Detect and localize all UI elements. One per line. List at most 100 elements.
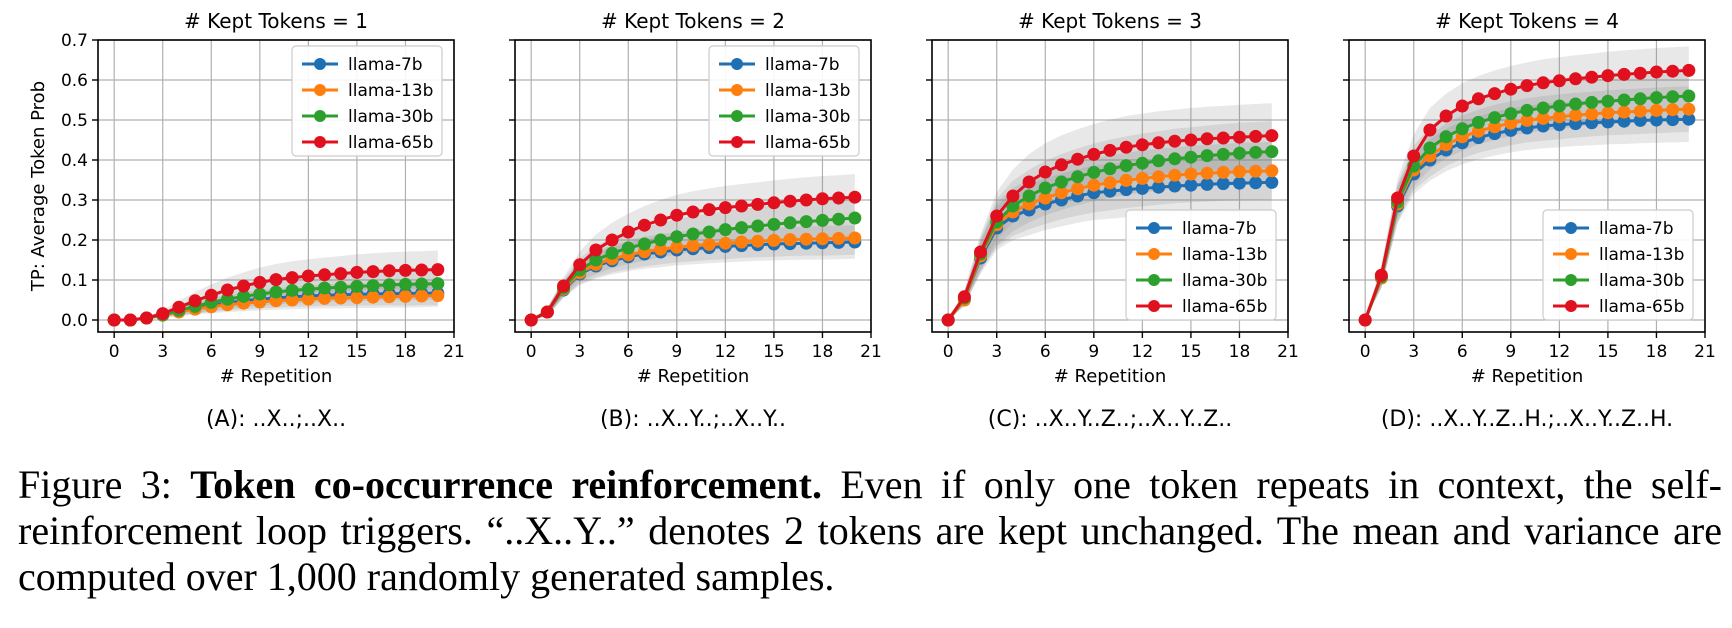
data-point-llama-13b bbox=[1249, 164, 1263, 178]
chart-panel-1: 0 3 6 9 12 15 18 21 0.0 0.1 0.2 0.3 0.4 0.5 0.6 0.7 # Ke… bbox=[28, 9, 465, 432]
chart-title: # Kept Tokens = 3 bbox=[1018, 9, 1202, 33]
data-point-llama-30b bbox=[702, 225, 716, 239]
data-point-llama-65b bbox=[654, 213, 668, 227]
data-point-llama-30b bbox=[1488, 111, 1502, 125]
data-point-llama-13b bbox=[1103, 176, 1117, 190]
data-point-llama-65b bbox=[1471, 92, 1485, 106]
data-point-llama-65b bbox=[237, 279, 251, 293]
x-axis-label: # Repetition bbox=[637, 366, 750, 387]
data-point-llama-30b bbox=[1471, 115, 1485, 129]
x-tick-label: 9 bbox=[254, 342, 265, 362]
x-tick-label: 9 bbox=[1505, 342, 1516, 362]
data-point-llama-30b bbox=[832, 212, 846, 226]
data-point-llama-13b bbox=[1152, 170, 1166, 184]
x-tick-label: 21 bbox=[1694, 342, 1716, 362]
legend-marker-llama-7b bbox=[1148, 222, 1160, 234]
data-point-llama-13b bbox=[686, 239, 700, 253]
data-point-llama-30b bbox=[1649, 91, 1663, 105]
data-point-llama-30b bbox=[718, 223, 732, 237]
data-point-llama-13b bbox=[366, 290, 380, 304]
x-tick-label: 21 bbox=[443, 342, 465, 362]
legend-box bbox=[291, 45, 443, 157]
data-point-llama-65b bbox=[941, 313, 955, 327]
legend-marker-llama-65b bbox=[314, 136, 326, 148]
data-point-llama-65b bbox=[140, 311, 154, 325]
data-point-llama-65b bbox=[751, 197, 765, 211]
data-point-llama-30b bbox=[1536, 101, 1550, 115]
data-point-llama-65b bbox=[1054, 158, 1068, 172]
data-point-llama-30b bbox=[301, 282, 315, 296]
data-point-llama-65b bbox=[334, 267, 348, 281]
data-point-llama-30b bbox=[1216, 147, 1230, 161]
data-point-llama-30b bbox=[783, 216, 797, 230]
data-point-llama-13b bbox=[1054, 186, 1068, 200]
legend-marker-llama-13b bbox=[1565, 248, 1577, 260]
data-point-llama-65b bbox=[589, 243, 603, 257]
data-point-llama-13b bbox=[1216, 165, 1230, 179]
legend-box bbox=[708, 45, 860, 157]
data-point-llama-30b bbox=[848, 211, 862, 225]
legend-marker-llama-65b bbox=[731, 136, 743, 148]
data-point-llama-65b bbox=[974, 245, 988, 259]
data-point-llama-30b bbox=[253, 287, 267, 301]
data-point-llama-65b bbox=[832, 191, 846, 205]
legend: llama-7b llama-13b llama-30b llama-65b bbox=[1542, 209, 1694, 321]
data-point-llama-13b bbox=[735, 235, 749, 249]
data-point-llama-65b bbox=[1038, 165, 1052, 179]
x-tick-label: 21 bbox=[860, 342, 882, 362]
axes-frame bbox=[931, 39, 1289, 333]
data-point-llama-13b bbox=[1552, 110, 1566, 124]
data-point-llama-30b bbox=[735, 221, 749, 235]
legend: llama-7b llama-13b llama-30b llama-65b bbox=[708, 45, 860, 157]
data-point-llama-30b bbox=[1168, 152, 1182, 166]
data-point-llama-65b bbox=[1439, 109, 1453, 123]
data-point-llama-65b bbox=[1022, 175, 1036, 189]
data-point-llama-13b bbox=[832, 231, 846, 245]
data-point-llama-65b bbox=[1682, 63, 1696, 77]
data-point-llama-13b bbox=[751, 234, 765, 248]
data-point-llama-30b bbox=[1087, 165, 1101, 179]
x-tick-label: 3 bbox=[574, 342, 585, 362]
axes-frame bbox=[514, 39, 872, 333]
data-point-llama-65b bbox=[670, 208, 684, 222]
data-point-llama-65b bbox=[156, 307, 170, 321]
data-point-llama-13b bbox=[1119, 173, 1133, 187]
legend-label-llama-7b: llama-7b bbox=[1599, 219, 1674, 239]
data-point-llama-13b bbox=[783, 233, 797, 247]
x-axis-label: # Repetition bbox=[1054, 366, 1167, 387]
data-point-llama-30b bbox=[1504, 107, 1518, 121]
data-point-llama-65b bbox=[1633, 66, 1647, 80]
data-point-llama-65b bbox=[1374, 268, 1388, 282]
x-tick-label: 15 bbox=[1597, 342, 1619, 362]
legend-label-llama-30b: llama-30b bbox=[1182, 271, 1267, 291]
data-point-llama-65b bbox=[1455, 99, 1469, 113]
y-tick-label: 0.6 bbox=[61, 71, 88, 91]
data-point-llama-65b bbox=[1168, 134, 1182, 148]
data-point-llama-65b bbox=[1569, 72, 1583, 86]
y-axis-label: TP: Average Token Prob bbox=[28, 81, 49, 292]
data-point-llama-13b bbox=[1135, 171, 1149, 185]
data-point-llama-30b bbox=[350, 279, 364, 293]
data-point-llama-65b bbox=[1585, 70, 1599, 84]
data-point-llama-65b bbox=[382, 264, 396, 278]
data-point-llama-30b bbox=[382, 278, 396, 292]
data-point-llama-65b bbox=[686, 205, 700, 219]
data-point-llama-30b bbox=[1585, 95, 1599, 109]
x-tick-label: 12 bbox=[1549, 342, 1571, 362]
chart-title: # Kept Tokens = 1 bbox=[184, 9, 368, 33]
data-point-llama-30b bbox=[1265, 145, 1279, 159]
x-tick-label: 21 bbox=[1277, 342, 1299, 362]
data-point-llama-13b bbox=[1585, 107, 1599, 121]
data-point-llama-7b bbox=[1265, 175, 1279, 189]
data-point-llama-65b bbox=[172, 300, 186, 314]
data-point-llama-65b bbox=[540, 305, 554, 319]
x-tick-label: 0 bbox=[109, 342, 120, 362]
legend-box bbox=[1542, 209, 1694, 321]
data-point-llama-65b bbox=[301, 269, 315, 283]
data-point-llama-65b bbox=[1184, 133, 1198, 147]
data-point-llama-13b bbox=[398, 289, 412, 303]
x-axis-label: # Repetition bbox=[220, 366, 333, 387]
data-point-llama-65b bbox=[350, 265, 364, 279]
data-point-llama-65b bbox=[1358, 313, 1372, 327]
y-tick-label: 0.5 bbox=[61, 111, 88, 131]
